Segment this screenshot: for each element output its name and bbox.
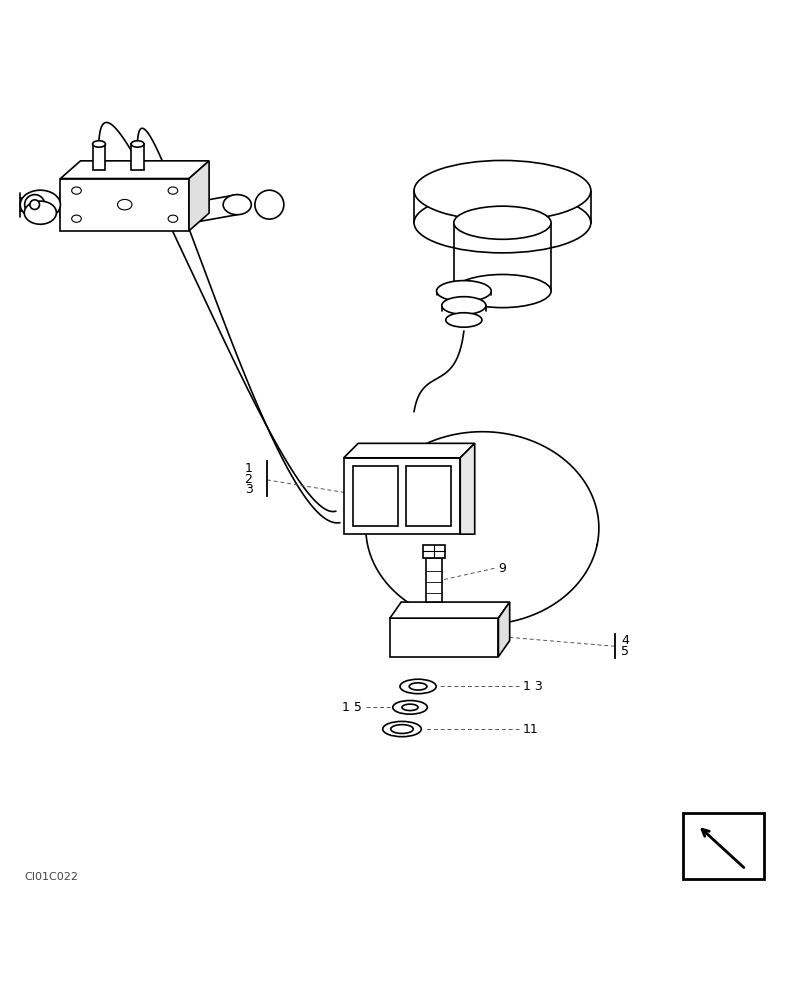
Bar (682, 813, 762, 879)
Ellipse shape (414, 160, 590, 221)
Ellipse shape (168, 215, 178, 222)
Ellipse shape (409, 683, 427, 690)
Ellipse shape (71, 187, 81, 194)
Bar (92, 144, 105, 170)
Ellipse shape (255, 190, 284, 219)
Ellipse shape (445, 313, 482, 327)
Text: 1 3: 1 3 (522, 680, 542, 693)
Text: 4: 4 (620, 634, 629, 647)
Ellipse shape (223, 195, 251, 215)
Ellipse shape (131, 141, 144, 147)
Ellipse shape (118, 199, 131, 210)
Text: 5: 5 (620, 645, 629, 658)
Bar (131, 144, 144, 170)
Polygon shape (389, 602, 509, 618)
Bar (343, 458, 460, 534)
FancyArrowPatch shape (702, 829, 743, 868)
Bar (426, 558, 442, 602)
Ellipse shape (393, 701, 427, 714)
Ellipse shape (30, 200, 40, 209)
Ellipse shape (24, 195, 45, 215)
Ellipse shape (92, 141, 105, 147)
Text: 11: 11 (522, 723, 538, 736)
Ellipse shape (400, 679, 436, 694)
Ellipse shape (436, 281, 491, 301)
Text: 2: 2 (244, 473, 252, 486)
Bar (389, 618, 498, 657)
Ellipse shape (441, 297, 485, 314)
Bar (352, 466, 397, 526)
Text: 1: 1 (244, 462, 252, 475)
Ellipse shape (390, 725, 413, 733)
Ellipse shape (168, 187, 178, 194)
Text: 3: 3 (244, 483, 252, 496)
Ellipse shape (20, 190, 60, 219)
Text: 9: 9 (498, 562, 506, 575)
Polygon shape (60, 161, 209, 179)
Ellipse shape (414, 193, 590, 253)
Ellipse shape (453, 274, 551, 308)
Polygon shape (343, 443, 474, 458)
Text: CI01C022: CI01C022 (24, 872, 78, 882)
Bar (423, 545, 444, 558)
Text: 1 5: 1 5 (341, 701, 362, 714)
Ellipse shape (382, 721, 421, 737)
Ellipse shape (24, 201, 56, 224)
Ellipse shape (453, 206, 551, 239)
Polygon shape (189, 161, 209, 231)
Bar (60, 179, 189, 231)
Ellipse shape (71, 215, 81, 222)
Bar (406, 466, 451, 526)
Ellipse shape (401, 704, 418, 711)
Polygon shape (498, 602, 509, 657)
Polygon shape (460, 443, 474, 534)
